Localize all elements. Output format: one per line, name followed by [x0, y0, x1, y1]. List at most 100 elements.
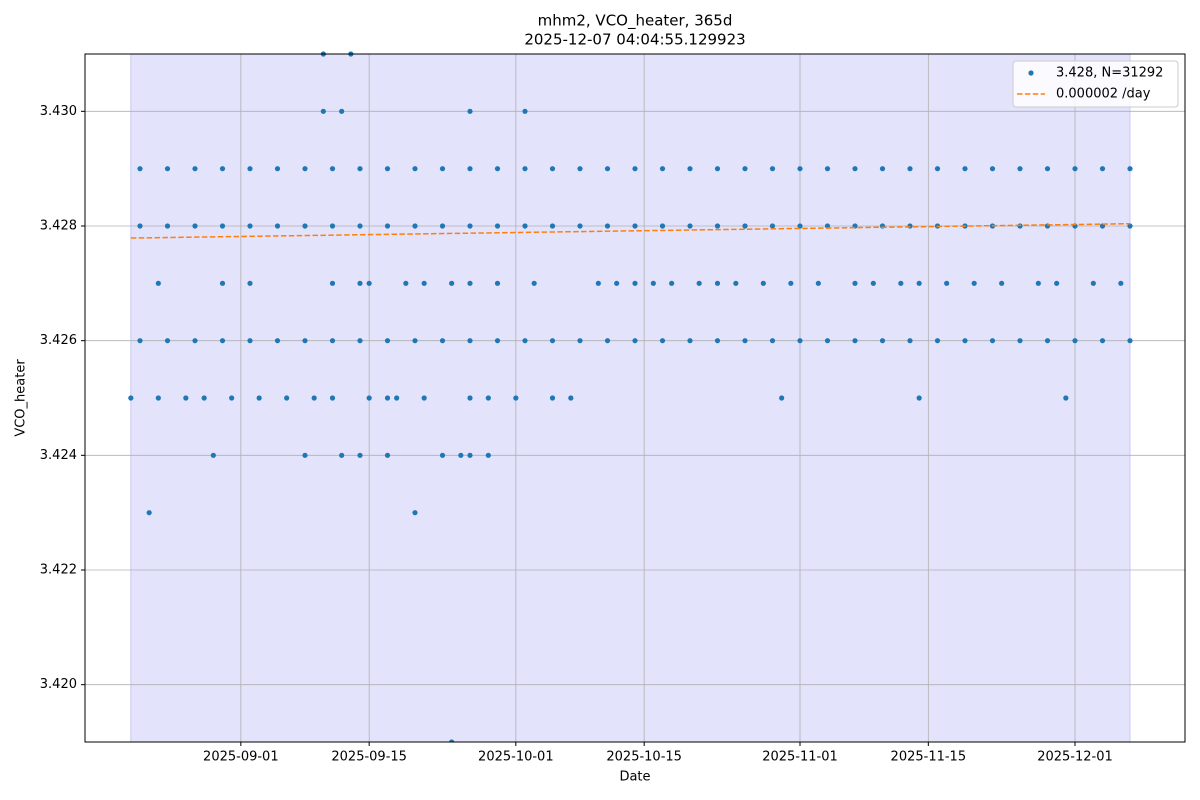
- scatter-point: [714, 166, 721, 172]
- scatter-point: [522, 108, 528, 114]
- scatter-point: [329, 395, 336, 401]
- scatter-point: [577, 338, 583, 344]
- scatter-point: [687, 223, 693, 229]
- scatter-point: [210, 452, 216, 458]
- scatter-point: [192, 223, 198, 229]
- scatter-point: [137, 338, 143, 344]
- scatter-point: [274, 338, 281, 344]
- plot-area: [128, 51, 1133, 742]
- scatter-point: [247, 280, 253, 286]
- scatter-point: [824, 338, 831, 344]
- scatter-point: [485, 395, 491, 401]
- scatter-point: [274, 166, 281, 172]
- scatter-point: [907, 338, 913, 344]
- scatter-point: [522, 338, 528, 344]
- scatter-point: [1072, 338, 1078, 344]
- scatter-point: [742, 223, 748, 229]
- scatter-point: [357, 223, 363, 229]
- legend-marker: [1028, 70, 1034, 76]
- scatter-point: [412, 223, 418, 229]
- scatter-point: [632, 166, 638, 172]
- scatter-point: [137, 223, 143, 229]
- scatter-point: [247, 166, 253, 172]
- scatter-point: [494, 280, 501, 286]
- scatter-point: [302, 166, 308, 172]
- scatter-point: [989, 338, 996, 344]
- scatter-point: [1035, 280, 1041, 286]
- scatter-point: [898, 280, 904, 286]
- scatter-point: [339, 108, 345, 114]
- scatter-point: [989, 166, 996, 172]
- scatter-point: [384, 395, 391, 401]
- scatter-point: [494, 166, 501, 172]
- scatter-point: [357, 338, 363, 344]
- scatter-point: [549, 166, 556, 172]
- scatter-point: [284, 395, 290, 401]
- trend-line: [130, 222, 1131, 239]
- scatter-point: [256, 395, 262, 401]
- scatter-point: [403, 280, 409, 286]
- chart-title: mhm2, VCO_heater, 365d: [538, 12, 733, 31]
- scatter-point: [934, 338, 941, 344]
- scatter-point: [164, 338, 171, 344]
- scatter-point: [458, 452, 464, 458]
- scatter-point: [494, 223, 501, 229]
- scatter-point: [1044, 166, 1051, 172]
- x-tick-label: 2025-12-01: [1037, 750, 1113, 765]
- scatter-point: [384, 338, 391, 344]
- scatter-point: [1127, 223, 1133, 229]
- scatter-point: [696, 280, 702, 286]
- scatter-point: [219, 338, 226, 344]
- scatter-point: [577, 166, 583, 172]
- scatter-point: [788, 280, 794, 286]
- scatter-point: [357, 452, 363, 458]
- scatter-point: [366, 395, 372, 401]
- scatter-point: [549, 223, 556, 229]
- scatter-point: [155, 395, 161, 401]
- scatter-point: [302, 223, 308, 229]
- scatter-point: [467, 223, 473, 229]
- scatter-point: [714, 223, 721, 229]
- x-tick-label: 2025-11-15: [891, 750, 967, 765]
- scatter-point: [687, 166, 693, 172]
- scatter-point: [522, 223, 528, 229]
- scatter-point: [339, 452, 345, 458]
- scatter-point: [769, 166, 776, 172]
- scatter-point: [852, 166, 858, 172]
- scatter-point: [219, 223, 226, 229]
- scatter-point: [1063, 395, 1069, 401]
- x-axis-label: Date: [619, 770, 650, 785]
- scatter-point: [329, 338, 336, 344]
- scatter-point: [146, 510, 152, 516]
- scatter-point: [164, 223, 171, 229]
- legend-label: 0.000002 /day: [1056, 87, 1151, 102]
- scatter-point: [760, 280, 766, 286]
- scatter-point: [962, 166, 968, 172]
- scatter-point: [632, 223, 638, 229]
- scatter-point: [192, 338, 198, 344]
- scatter-point: [467, 452, 473, 458]
- scatter-point: [971, 280, 977, 286]
- scatter-point: [659, 223, 666, 229]
- scatter-point: [513, 395, 519, 401]
- x-tick-label: 2025-10-15: [606, 750, 682, 765]
- scatter-point: [797, 223, 803, 229]
- scatter-point: [439, 223, 446, 229]
- scatter-point: [366, 280, 372, 286]
- scatter-point: [797, 338, 803, 344]
- scatter-point: [669, 280, 675, 286]
- scatter-point: [183, 395, 189, 401]
- scatter-point: [659, 338, 666, 344]
- scatter-point: [1072, 166, 1078, 172]
- scatter-point: [311, 395, 317, 401]
- scatter-point: [1099, 338, 1106, 344]
- scatter-point: [421, 395, 427, 401]
- y-tick-label: 3.424: [40, 448, 77, 463]
- scatter-point: [229, 395, 235, 401]
- x-tick-label: 2025-10-01: [478, 750, 554, 765]
- scatter-point: [467, 395, 473, 401]
- scatter-point: [128, 395, 134, 401]
- scatter-point: [879, 338, 886, 344]
